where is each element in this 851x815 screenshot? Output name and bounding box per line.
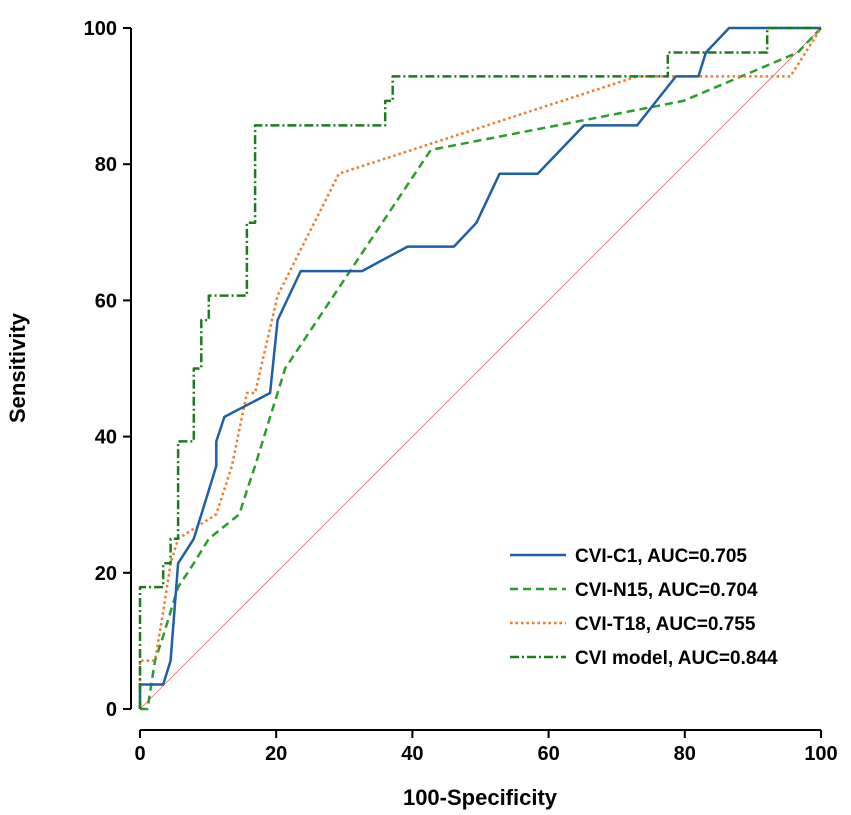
x-tick-label: 80: [674, 743, 696, 765]
y-tick-label: 0: [106, 699, 117, 721]
tick-labels: 0 20 40 60 80 100 0 20 40 60 80 100: [84, 18, 838, 765]
x-tick-label: 100: [804, 743, 837, 765]
y-tick-label: 20: [95, 563, 117, 585]
x-tick-label: 40: [401, 743, 423, 765]
y-tick-label: 40: [95, 427, 117, 449]
legend-label-cvi-c1: CVI-C1, AUC=0.705: [575, 546, 747, 567]
y-tick-label: 80: [95, 154, 117, 176]
axes: [123, 27, 822, 738]
legend-box: [500, 538, 838, 674]
y-axis-title: Sensitivity: [5, 312, 30, 423]
legend-label-cvi-t18: CVI-T18, AUC=0.755: [575, 614, 756, 635]
y-tick-label: 100: [84, 18, 117, 40]
series-line-cvi-n15: [140, 27, 822, 711]
series-line-cvi-model: [138, 26, 821, 709]
legend-label-cvi-model: CVI model, AUC=0.844: [575, 648, 778, 669]
x-axis-title: 100-Specificity: [403, 785, 558, 810]
legend-label-cvi-n15: CVI-N15, AUC=0.704: [575, 580, 758, 601]
x-tick-label: 60: [537, 743, 559, 765]
x-tick-label: 0: [134, 743, 145, 765]
y-tick-label: 60: [95, 290, 117, 312]
series-line-cvi-c1: [138, 26, 821, 709]
chance-diagonal-line: [139, 27, 822, 710]
reference-line-group: [139, 27, 822, 710]
x-tick-label: 20: [265, 743, 287, 765]
series-group: [138, 26, 823, 711]
legend: CVI-C1, AUC=0.705 CVI-N15, AUC=0.704 CVI…: [500, 538, 838, 674]
